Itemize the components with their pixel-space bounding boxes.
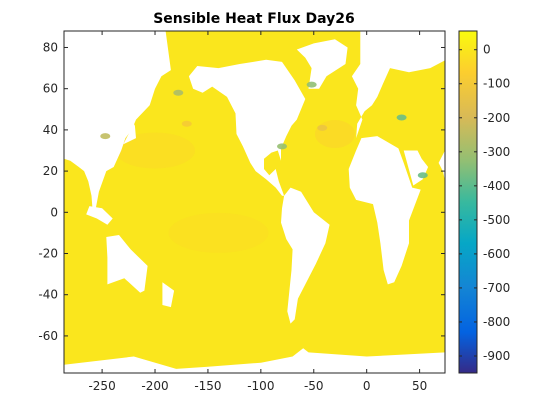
land-indonesia bbox=[86, 206, 113, 225]
x-tick-label: -200 bbox=[141, 379, 168, 393]
land-africa bbox=[348, 136, 421, 285]
y-tick-label: 0 bbox=[50, 205, 58, 219]
colorbar-ticks: 0 -100 -200 -300 -400 -500 -600 -700 -800 -900 bbox=[459, 43, 510, 363]
flux-hotspot bbox=[306, 81, 317, 88]
flux-hotspot bbox=[417, 172, 428, 179]
y-tick-label: -40 bbox=[38, 288, 58, 302]
flux-hotspot bbox=[277, 143, 288, 150]
y-tick-label: 60 bbox=[43, 82, 58, 96]
colorbar-tick-label: -400 bbox=[483, 179, 510, 193]
colorbar: 0 -100 -200 -300 -400 -500 -600 -700 -800 -900 bbox=[458, 30, 510, 374]
chart-title: Sensible Heat Flux Day26 bbox=[153, 11, 355, 27]
colorbar-tick-label: -300 bbox=[483, 145, 510, 159]
land-masks bbox=[64, 31, 447, 373]
colorbar-tick-label: -500 bbox=[483, 213, 510, 227]
land-india bbox=[438, 150, 447, 186]
x-axis-ticks: -250 -200 -150 -100 -50 0 50 bbox=[88, 31, 427, 393]
colorbar-tick-label: -600 bbox=[483, 247, 510, 261]
x-tick-label: 0 bbox=[363, 379, 371, 393]
colorbar-tick-label: -700 bbox=[483, 281, 510, 295]
land-south-america bbox=[281, 187, 330, 324]
x-tick-label: -150 bbox=[194, 379, 221, 393]
flux-hotspot bbox=[100, 133, 111, 140]
y-axis-ticks: 80 60 40 20 0 -20 -40 -60 bbox=[38, 40, 445, 343]
colorbar-tick-label: -200 bbox=[483, 111, 510, 125]
land-eurasia bbox=[351, 31, 447, 139]
colorbar-tick-label: -100 bbox=[483, 77, 510, 91]
y-tick-label: 80 bbox=[43, 40, 58, 54]
x-tick-label: 50 bbox=[412, 379, 427, 393]
land-greenland bbox=[296, 39, 348, 89]
colorbar-tick-label: -900 bbox=[483, 349, 510, 363]
y-tick-label: 40 bbox=[43, 123, 58, 137]
flux-patch bbox=[115, 132, 196, 169]
y-tick-label: -20 bbox=[38, 247, 58, 261]
flux-hotspot bbox=[181, 120, 192, 127]
flux-hotspot bbox=[396, 114, 407, 121]
colorbar-tick-label: 0 bbox=[483, 43, 491, 57]
x-tick-label: -50 bbox=[304, 379, 324, 393]
land-north-america bbox=[188, 59, 306, 196]
x-tick-label: -250 bbox=[88, 379, 115, 393]
land-australia bbox=[106, 235, 148, 293]
land-japan bbox=[123, 119, 136, 145]
land-asia-east bbox=[64, 31, 171, 211]
y-tick-label: 20 bbox=[43, 164, 58, 178]
flux-hotspots bbox=[100, 81, 428, 179]
flux-hotspot bbox=[317, 124, 328, 131]
colorbar-tick-label: -800 bbox=[483, 315, 510, 329]
flux-hotspot bbox=[173, 89, 184, 96]
plot-frame bbox=[63, 30, 446, 374]
x-tick-label: -100 bbox=[247, 379, 274, 393]
map-plot: -250 -200 -150 -100 -50 0 50 80 60 40 20 0 -20 -40 -6… bbox=[38, 30, 447, 393]
land-new-zealand bbox=[162, 282, 175, 308]
flux-patch bbox=[314, 120, 355, 149]
colorbar-scale bbox=[458, 30, 478, 374]
land-antarctica bbox=[64, 348, 445, 373]
flux-patch bbox=[168, 212, 269, 253]
y-tick-label: -60 bbox=[38, 329, 58, 343]
